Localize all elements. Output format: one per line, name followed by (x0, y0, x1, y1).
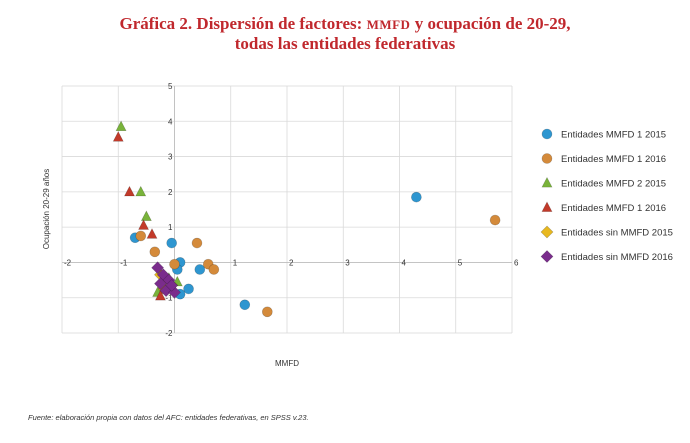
x-tick-label: -1 (120, 258, 128, 267)
data-point (194, 264, 206, 275)
data-point (489, 214, 501, 226)
footer-source-note: Fuente: elaboración propia con datos del… (28, 413, 309, 422)
data-point (124, 185, 135, 197)
data-point (154, 277, 167, 291)
legend-marker (540, 250, 554, 263)
data-point (165, 278, 179, 292)
data-point (146, 228, 158, 239)
x-axis-label: MMFD (275, 359, 299, 368)
data-point (135, 185, 147, 197)
y-tick-label: 4 (168, 117, 173, 126)
y-tick-label: 5 (168, 82, 173, 91)
data-point (239, 299, 251, 311)
y-tick-label: -2 (165, 329, 173, 338)
x-tick-label: 2 (289, 258, 294, 267)
y-tick-label: 3 (168, 153, 173, 162)
data-point (169, 258, 180, 270)
x-tick-label: 1 (233, 258, 238, 267)
legend-label: Entidades sin MMFD 2016 (561, 252, 673, 263)
y-tick-label: -1 (165, 294, 173, 303)
legend-marker (541, 128, 553, 140)
legend-label: Entidades MMFD 1 2015 (561, 130, 666, 141)
data-point (151, 261, 165, 275)
x-tick-label: 6 (514, 258, 519, 267)
legend-marker (541, 153, 553, 164)
data-point (191, 237, 203, 249)
x-tick-label: 5 (458, 258, 463, 267)
data-point (262, 306, 273, 318)
data-point (183, 283, 194, 295)
title-text-smallcaps: MMFD (366, 17, 411, 32)
data-point (112, 131, 124, 142)
x-tick-label: 3 (345, 258, 350, 267)
data-point (166, 237, 177, 249)
chart-title-line-2: todas las entidades federativas (234, 34, 456, 53)
x-tick-label: 4 (402, 258, 407, 267)
y-tick-label: 1 (168, 223, 173, 232)
legend-label: Entidades sin MMFD 2015 (561, 228, 673, 239)
legend-label: Entidades MMFD 1 2016 (561, 203, 666, 214)
data-point (208, 264, 220, 275)
data-point (154, 289, 166, 301)
chart-legend: Entidades MMFD 1 2015 Entidades MMFD 1 20… (540, 128, 673, 263)
legend-marker (541, 176, 553, 188)
legend-marker (540, 225, 554, 239)
data-point (135, 230, 147, 242)
y-axis-label: Ocupación 20-29 años (42, 169, 51, 250)
data-point (140, 210, 152, 221)
chart-title-line-1: Gráfica 2. Dispersión de factores: MMFD … (0, 14, 690, 35)
title-text-b: y ocupación de 20-29, (410, 14, 571, 33)
legend-marker (541, 201, 553, 212)
title-text-a: Gráfica 2. Dispersión de factores: (119, 14, 367, 33)
chart-marks (112, 120, 501, 318)
chart-grid (61, 85, 513, 334)
data-point (138, 219, 150, 230)
legend-label: Entidades MMFD 1 2016 (561, 154, 666, 165)
data-point (115, 120, 127, 132)
data-point (149, 246, 161, 258)
y-tick-label: 2 (168, 188, 173, 197)
legend-label: Entidades MMFD 2 2015 (561, 179, 666, 190)
x-tick-label: -2 (64, 258, 72, 267)
data-point (411, 191, 422, 203)
